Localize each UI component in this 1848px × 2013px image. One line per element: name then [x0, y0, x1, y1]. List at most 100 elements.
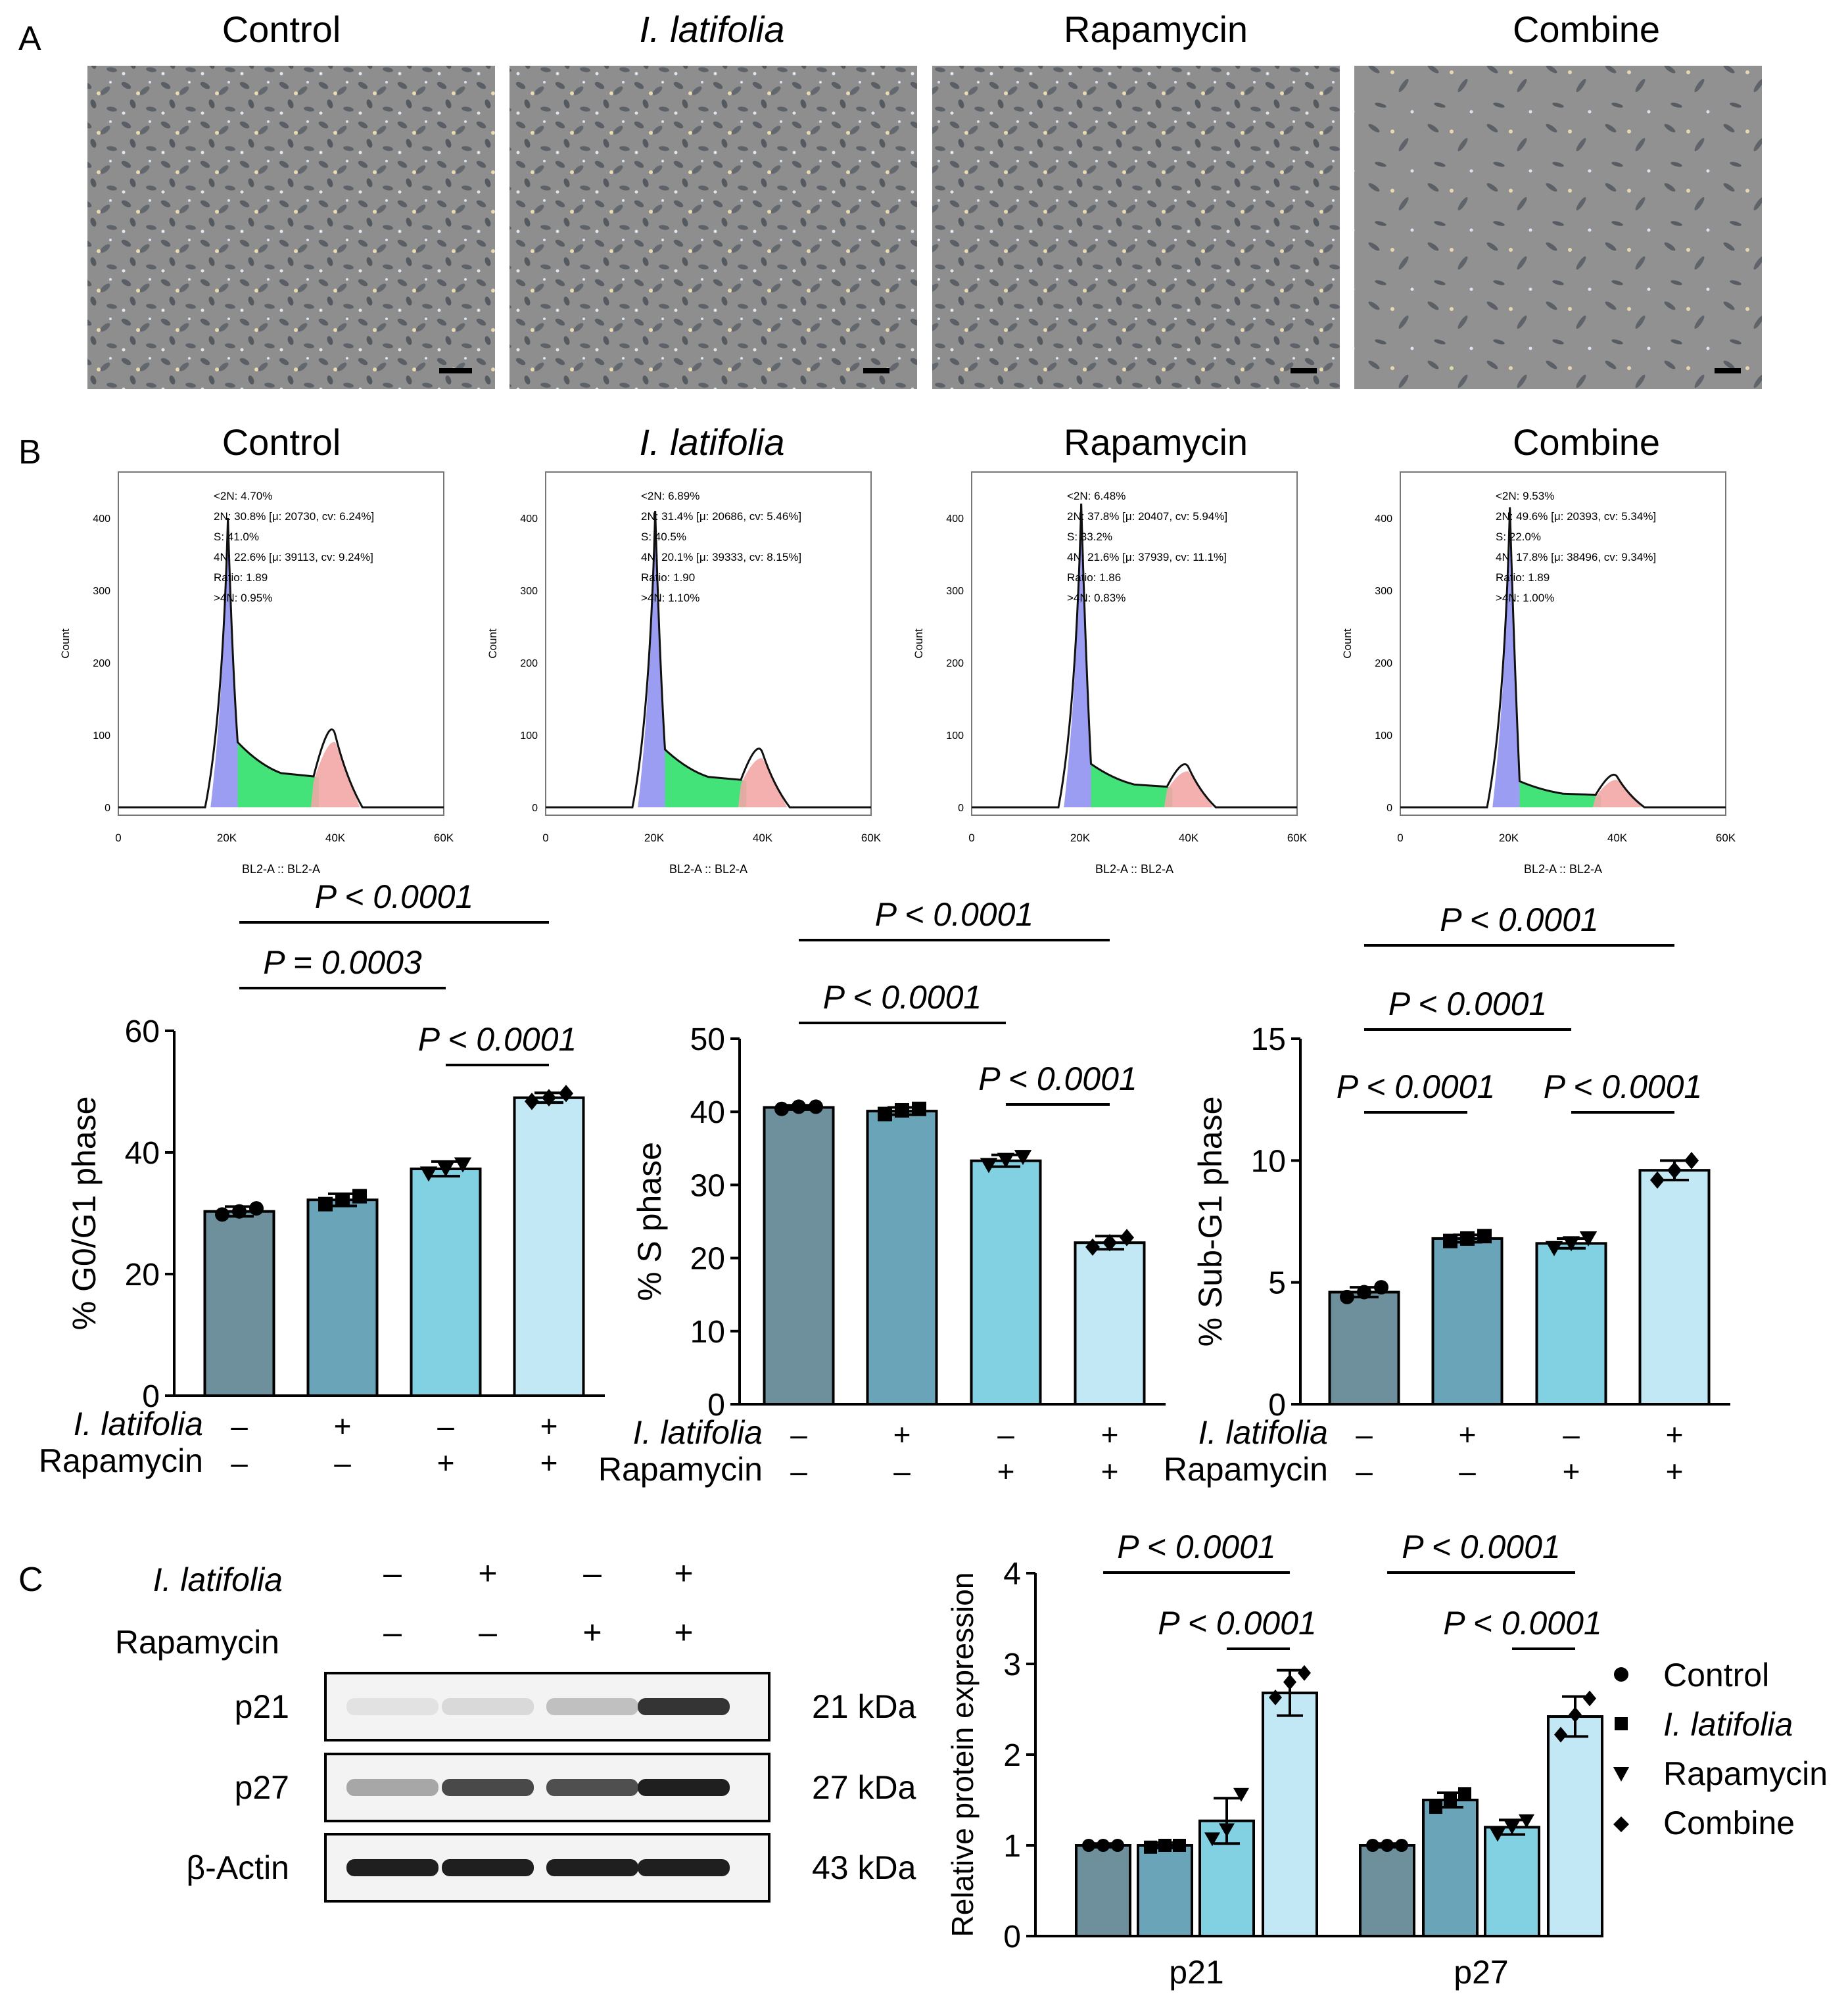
blot-band	[638, 1698, 730, 1715]
panel-c-western-blot: I. latifolia Rapamycin – + – + – – + + p…	[115, 1555, 916, 1903]
flow-stat-line: 4N: 21.6% [μ: 37939, cv: 11.1%]	[1067, 551, 1227, 563]
p-value-label: P < 0.0001	[1544, 1068, 1702, 1105]
protein-name: p21	[235, 1688, 289, 1725]
treatment-sign: –	[1563, 1417, 1580, 1452]
protein-bar-chart: 0 1 2 3 4 Relative protein expression p21 p27 P …	[945, 1528, 1603, 1991]
flow-ytick: 100	[93, 730, 110, 742]
data-point	[1579, 1231, 1598, 1247]
protein-size: 43 kDa	[812, 1849, 916, 1886]
p-value-label: P < 0.0001	[315, 878, 473, 915]
y-tick-label: 0	[1003, 1920, 1021, 1954]
flow-ytick: 300	[946, 586, 964, 597]
bar	[513, 1096, 585, 1397]
s-phase-area	[1519, 781, 1601, 807]
treatment-sign: –	[893, 1454, 911, 1488]
flow-ylabel: Count	[59, 628, 72, 659]
p-value-label: P < 0.0001	[823, 979, 982, 1016]
flow-stat-line: Ratio: 1.90	[641, 571, 695, 584]
flow-xlabel: BL2-A :: BL2-A	[242, 863, 320, 876]
flow-ytick: 400	[1375, 513, 1392, 525]
wb-row: p27 27 kDa	[235, 1753, 916, 1822]
flow-ytick: 100	[1375, 730, 1392, 742]
flow-xtick: 20K	[1070, 832, 1091, 844]
data-point	[1102, 1234, 1117, 1252]
data-point	[895, 1102, 909, 1118]
histogram-outline	[546, 510, 871, 809]
micro-title-latifolia: I. latifolia	[640, 9, 785, 50]
micrograph-rapamycin	[932, 66, 1340, 389]
bar	[970, 1159, 1042, 1406]
flow-stat-line: <2N: 6.89%	[641, 490, 699, 502]
micro-title-rapamycin: Rapamycin	[1064, 9, 1248, 50]
data-point	[1340, 1289, 1354, 1304]
flow-ytick: 100	[520, 730, 538, 742]
data-point	[232, 1204, 247, 1219]
data-point	[525, 1093, 539, 1110]
g2-peak-area	[1592, 780, 1642, 807]
data-point	[1283, 1674, 1296, 1690]
treatment-sign: +	[1101, 1454, 1119, 1488]
histogram-outline	[118, 517, 444, 809]
data-point	[1082, 1839, 1095, 1852]
flow-ytick: 200	[93, 658, 110, 669]
p-value-label: P < 0.0001	[418, 1021, 577, 1058]
data-point	[318, 1196, 333, 1212]
data-point	[1650, 1171, 1665, 1189]
p-value-label: P < 0.0001	[1337, 1068, 1495, 1105]
bar	[1431, 1237, 1504, 1406]
data-point	[1545, 1241, 1563, 1256]
data-point	[249, 1201, 264, 1216]
data-point	[419, 1166, 438, 1182]
flow-xtick: 40K	[325, 832, 346, 844]
panel-b-flow: Control I. latifolia Rapamycin Combine 0…	[59, 421, 1736, 876]
data-point	[1357, 1285, 1371, 1300]
latifolia-row-label: I. latifolia	[633, 1414, 763, 1451]
flow-stat-line: Ratio: 1.89	[214, 571, 268, 584]
data-point	[352, 1189, 367, 1204]
flow-xtick: 60K	[434, 832, 454, 844]
data-point	[1460, 1231, 1475, 1246]
y-tick-label: 50	[690, 1022, 725, 1057]
bar	[1422, 1799, 1479, 1937]
bar	[1262, 1692, 1318, 1937]
scale-bar	[863, 368, 889, 373]
flow-xtick: 0	[542, 832, 548, 844]
micro-title-control: Control	[222, 9, 341, 50]
flow-ytick: 200	[1375, 658, 1392, 669]
flow-stat-line: <2N: 6.48%	[1067, 490, 1125, 502]
flow-ytick: 0	[105, 803, 110, 814]
protein-size: 21 kDa	[812, 1688, 916, 1725]
flow-stat-line: S: 41.0%	[214, 531, 259, 543]
bar	[1638, 1169, 1711, 1406]
data-point	[1381, 1839, 1394, 1852]
y-tick-label: 20	[125, 1258, 160, 1292]
flow-stat-line: 2N: 30.8% [μ: 20730, cv: 6.24%]	[214, 510, 374, 523]
wb-rows: p21 21 kDa p27 27 kDa β-Actin 43 kDa	[186, 1672, 916, 1903]
data-point	[1667, 1161, 1682, 1179]
wb-sign: –	[383, 1614, 402, 1651]
bar	[203, 1210, 275, 1397]
data-point	[1583, 1690, 1596, 1707]
treatment-sign: –	[1356, 1417, 1373, 1452]
scale-bar	[439, 368, 472, 373]
legend-marker-diamond	[1613, 1816, 1629, 1832]
latifolia-row-label: I. latifolia	[1198, 1414, 1328, 1451]
bar	[1359, 1844, 1415, 1937]
bar	[306, 1198, 379, 1398]
flow-ylabel: Count	[1341, 628, 1354, 659]
p-value-label: P < 0.0001	[1158, 1605, 1316, 1642]
g2-peak-area	[738, 758, 788, 807]
treatment-sign: –	[1356, 1454, 1373, 1488]
wb-latifolia-label: I. latifolia	[153, 1561, 283, 1598]
flow-ytick: 400	[520, 513, 538, 525]
legend-latifolia: I. latifolia	[1663, 1706, 1793, 1743]
bar	[1547, 1715, 1603, 1938]
flow-xtick: 0	[968, 832, 974, 844]
micrograph-combine	[1354, 66, 1762, 389]
data-point	[1554, 1726, 1567, 1743]
blot-band	[346, 1859, 438, 1876]
flow-ytick: 300	[520, 586, 538, 597]
y-tick-label: 10	[690, 1315, 725, 1350]
